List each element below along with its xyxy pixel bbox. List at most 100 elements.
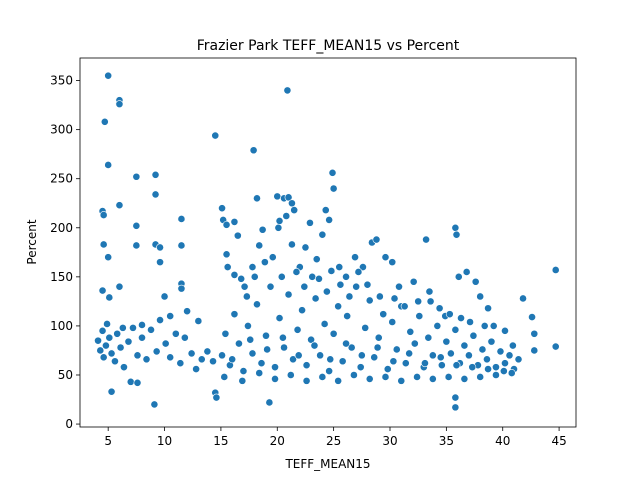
data-point bbox=[271, 375, 279, 383]
data-point bbox=[98, 326, 107, 335]
x-tick-label: 25 bbox=[326, 434, 341, 448]
data-point bbox=[514, 355, 523, 364]
data-point bbox=[395, 282, 403, 291]
data-point bbox=[209, 357, 217, 366]
data-point bbox=[222, 220, 231, 229]
data-point bbox=[228, 355, 237, 364]
plot-frame bbox=[79, 57, 577, 428]
data-point bbox=[138, 321, 146, 329]
data-point bbox=[469, 331, 478, 340]
data-point bbox=[248, 263, 257, 271]
data-point bbox=[129, 323, 137, 332]
data-point bbox=[460, 341, 469, 350]
data-point bbox=[306, 218, 314, 227]
data-point bbox=[499, 367, 508, 375]
x-tick-label: 40 bbox=[495, 434, 510, 448]
data-point bbox=[471, 277, 480, 286]
y-axis-ticks: 0 50 100 150 200 250 300 350 bbox=[50, 74, 80, 431]
data-point bbox=[501, 326, 509, 335]
data-point bbox=[465, 351, 473, 360]
data-point bbox=[151, 170, 160, 179]
y-tick-label: 250 bbox=[50, 172, 73, 186]
data-point bbox=[152, 347, 161, 356]
data-point bbox=[528, 313, 536, 321]
data-point bbox=[246, 335, 255, 344]
data-point bbox=[334, 302, 343, 311]
data-point bbox=[325, 367, 334, 375]
data-point bbox=[342, 272, 350, 281]
data-point bbox=[496, 347, 505, 356]
data-point bbox=[104, 253, 113, 262]
data-point bbox=[334, 376, 343, 385]
data-point bbox=[351, 253, 359, 262]
data-point bbox=[262, 331, 270, 340]
data-point bbox=[327, 267, 336, 275]
data-point bbox=[292, 268, 301, 276]
data-point bbox=[426, 297, 435, 306]
data-point bbox=[460, 375, 469, 383]
data-point bbox=[242, 292, 251, 301]
data-point bbox=[363, 280, 372, 289]
data-point bbox=[282, 212, 291, 220]
data-point bbox=[233, 231, 242, 240]
data-point bbox=[437, 361, 446, 370]
data-point bbox=[298, 306, 306, 315]
data-point bbox=[275, 217, 284, 225]
data-point bbox=[357, 351, 366, 360]
data-point bbox=[451, 403, 460, 412]
data-point bbox=[322, 287, 331, 296]
data-point bbox=[138, 333, 146, 342]
data-point bbox=[116, 343, 125, 352]
y-tick-label: 150 bbox=[50, 270, 73, 284]
data-point bbox=[126, 377, 135, 386]
data-point bbox=[104, 71, 113, 80]
data-point bbox=[315, 274, 323, 283]
data-point bbox=[374, 333, 383, 342]
data-point bbox=[98, 286, 107, 295]
data-point bbox=[103, 320, 111, 328]
data-point bbox=[194, 317, 203, 325]
data-point bbox=[293, 325, 302, 334]
data-point bbox=[425, 287, 434, 296]
y-tick-label: 50 bbox=[58, 368, 73, 382]
data-point bbox=[150, 400, 159, 409]
data-point bbox=[480, 322, 489, 330]
data-point bbox=[354, 268, 363, 276]
data-point bbox=[294, 351, 303, 360]
data-point bbox=[551, 266, 560, 274]
data-point bbox=[415, 312, 424, 320]
x-tick-label: 10 bbox=[157, 434, 172, 448]
data-point bbox=[302, 361, 311, 370]
data-point bbox=[102, 341, 110, 350]
data-point bbox=[156, 258, 164, 267]
data-point bbox=[300, 282, 309, 291]
data-point bbox=[489, 322, 498, 330]
data-point bbox=[180, 333, 189, 342]
data-point bbox=[187, 349, 196, 358]
data-point bbox=[273, 192, 282, 201]
x-tick-label: 45 bbox=[551, 434, 566, 448]
data-point bbox=[96, 346, 105, 355]
data-point bbox=[235, 339, 243, 348]
data-point bbox=[318, 230, 327, 239]
data-point bbox=[476, 373, 485, 381]
data-point bbox=[203, 347, 212, 356]
data-point bbox=[551, 342, 560, 351]
data-point bbox=[335, 263, 344, 271]
data-point bbox=[177, 215, 186, 223]
data-point bbox=[260, 258, 269, 267]
data-point bbox=[383, 365, 392, 373]
data-point bbox=[326, 355, 335, 364]
data-point bbox=[501, 359, 509, 368]
data-point bbox=[347, 343, 356, 352]
data-point bbox=[113, 329, 122, 338]
data-point bbox=[436, 353, 445, 362]
data-point bbox=[263, 345, 272, 354]
data-point bbox=[318, 373, 327, 381]
data-point bbox=[253, 300, 261, 309]
data-point bbox=[311, 294, 320, 303]
y-tick-label: 350 bbox=[50, 74, 73, 88]
x-tick-label: 35 bbox=[439, 434, 454, 448]
data-point bbox=[519, 294, 527, 303]
data-point bbox=[356, 363, 365, 372]
